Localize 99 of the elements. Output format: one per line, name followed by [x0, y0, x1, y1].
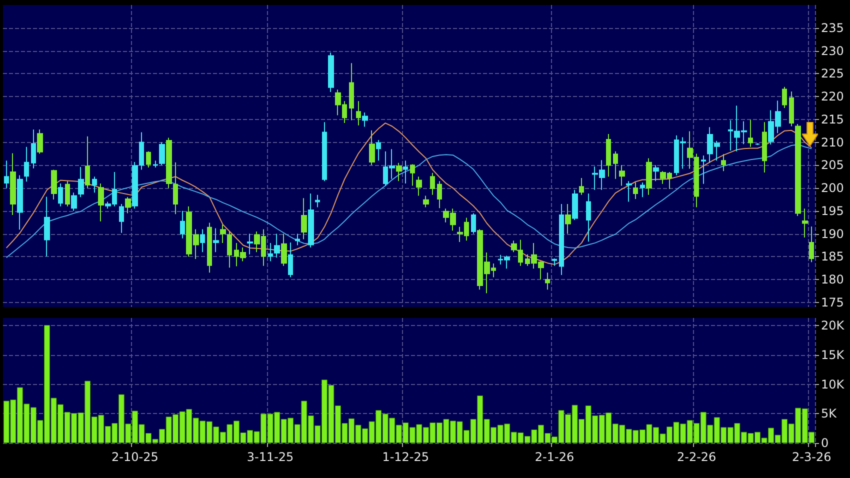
candlestick — [328, 52, 334, 92]
candlestick — [44, 196, 50, 257]
candlestick — [640, 182, 645, 198]
candlestick — [559, 204, 564, 276]
candlestick — [606, 134, 611, 178]
y-tick-label: 175 — [821, 295, 844, 310]
candlestick — [268, 242, 273, 262]
candlestick — [153, 160, 158, 168]
candlestick — [471, 212, 476, 234]
y-tick-label: 235 — [821, 20, 844, 35]
candlestick — [403, 160, 408, 184]
candlestick — [4, 160, 9, 189]
candlestick — [308, 193, 314, 248]
candlestick — [748, 119, 753, 148]
candlestick — [626, 180, 632, 202]
candlestick — [247, 233, 253, 255]
candlestick — [809, 226, 814, 263]
candlestick — [437, 180, 442, 209]
candlestick — [416, 176, 422, 196]
y-tick-label: 205 — [821, 158, 844, 172]
candlestick — [396, 162, 402, 182]
candlestick — [98, 182, 104, 222]
candlestick — [125, 196, 131, 214]
candlestick — [646, 158, 652, 196]
candlestick — [356, 100, 361, 126]
candlestick — [410, 164, 415, 186]
candlestick — [85, 136, 90, 189]
candlestick — [755, 142, 760, 146]
candlestick — [789, 90, 794, 127]
candlestick — [552, 258, 557, 266]
y-tick-label: 200 — [821, 181, 844, 196]
candlestick — [795, 123, 801, 216]
y-tick-label: 215 — [821, 112, 844, 126]
candlestick — [701, 155, 706, 184]
candlestick — [362, 112, 368, 128]
candlestick — [545, 272, 550, 290]
category-label: 2-2-26 — [676, 450, 716, 464]
candlestick — [51, 169, 57, 200]
candlestick — [24, 146, 29, 182]
category-label: 1-12-25 — [382, 450, 430, 464]
candlestick — [213, 228, 219, 253]
candlestick — [200, 228, 205, 253]
y-tick-label: 20K — [821, 318, 846, 333]
candlestick — [579, 177, 584, 196]
candlestick — [721, 154, 726, 172]
y-tick-label: 180 — [821, 272, 844, 287]
category-label: 2-10-25 — [112, 450, 158, 464]
candlestick — [288, 242, 293, 278]
candlestick — [58, 182, 63, 207]
candlestick — [423, 195, 429, 208]
y-tick-label: 190 — [821, 226, 844, 241]
candlestick — [119, 204, 124, 234]
candlestick — [146, 150, 151, 168]
candlestick — [349, 62, 354, 121]
candlestick — [572, 189, 578, 221]
y-tick-label: 15K — [821, 348, 846, 362]
candlestick — [180, 210, 185, 239]
candlestick — [281, 233, 287, 266]
candlestick — [315, 194, 320, 208]
candlestick — [274, 233, 280, 258]
candlestick — [10, 152, 16, 216]
candlestick — [782, 86, 787, 108]
candlestick — [633, 182, 638, 200]
y-tick-label: 185 — [821, 250, 844, 264]
candlestick — [762, 122, 767, 173]
category-label: 3-11-25 — [246, 450, 294, 464]
candlestick — [430, 172, 435, 196]
candlestick — [166, 137, 172, 189]
candlestick — [65, 180, 70, 207]
candlestick — [613, 150, 618, 180]
y-tick-label: 0 — [821, 436, 829, 450]
candlestick — [619, 164, 625, 186]
y-tick-label: 225 — [821, 66, 844, 81]
category-label: 2-3-26 — [792, 450, 832, 464]
y-tick-label: 210 — [821, 135, 844, 150]
candlestick — [37, 128, 43, 154]
y-tick-label: 10K — [821, 377, 846, 392]
candlestick — [565, 204, 571, 234]
candlestick — [78, 166, 84, 198]
candlestick — [71, 192, 77, 212]
candlestick — [173, 162, 178, 215]
candlestick — [17, 174, 23, 230]
candlestick — [295, 233, 300, 246]
candlestick — [802, 208, 808, 238]
candlestick — [301, 198, 307, 240]
candlestick — [207, 222, 212, 274]
y-tick-label: 195 — [821, 204, 844, 218]
candlestick — [31, 128, 36, 169]
category-label: 2-1-26 — [534, 450, 574, 464]
candlestick — [586, 193, 591, 242]
candlestick — [369, 130, 375, 166]
candlestick — [376, 139, 381, 162]
y-tick-label: 230 — [821, 44, 844, 58]
candlestick — [653, 164, 659, 182]
y-tick-label: 220 — [821, 90, 844, 104]
candlestick — [159, 142, 165, 166]
candlestick — [92, 176, 97, 194]
y-tick-label: 5K — [821, 406, 838, 421]
candlestick — [322, 122, 327, 182]
